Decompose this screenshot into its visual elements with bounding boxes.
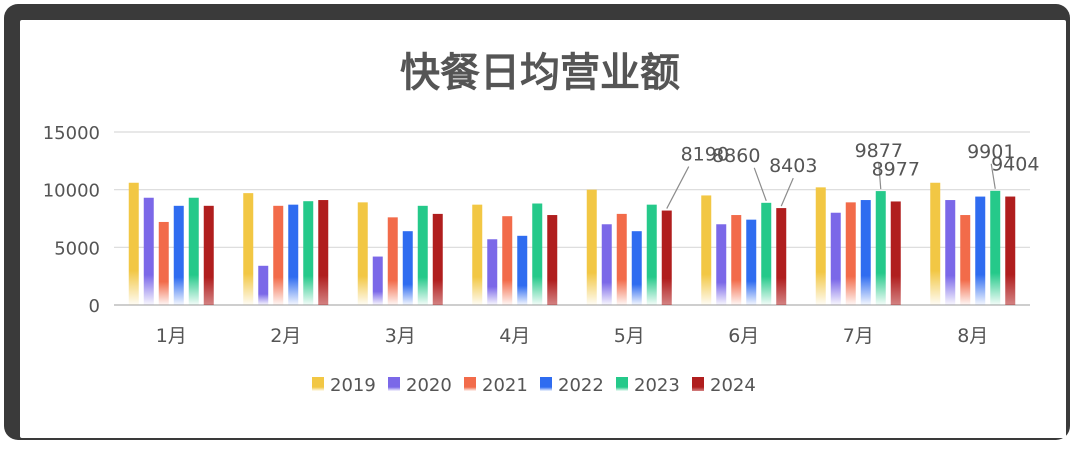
- y-tick-label: 15000: [43, 123, 100, 144]
- bar-2024-1月: [203, 205, 214, 305]
- bar-2019-7月: [815, 187, 826, 305]
- legend-swatch: [312, 377, 324, 391]
- bar-2020-8月: [945, 200, 956, 305]
- y-tick-label: 10000: [43, 181, 100, 202]
- bar-2024-4月: [547, 215, 558, 305]
- bar-chart: 快餐日均营业额 0 5000 10000 15000 1月 2月 3月 4月 5月 6月 7月 8月…: [43, 50, 1040, 396]
- bar-2024-3月: [432, 213, 443, 305]
- bars: [128, 182, 1016, 305]
- legend-label: 2019: [330, 375, 376, 396]
- bar-2023-4月: [532, 203, 543, 305]
- bar-2022-6月: [746, 219, 757, 305]
- x-tick-label: 8月: [957, 325, 988, 347]
- legend-label: 2020: [406, 375, 452, 396]
- data-label: 8977: [872, 158, 920, 180]
- bar-2022-5月: [631, 231, 642, 305]
- bar-2022-4月: [517, 235, 528, 305]
- legend-swatch: [388, 377, 400, 391]
- bar-2021-6月: [731, 215, 742, 305]
- bar-2021-1月: [158, 221, 169, 305]
- bar-2023-2月: [303, 201, 314, 305]
- bar-2020-5月: [601, 224, 612, 305]
- chart-title: 快餐日均营业额: [400, 50, 680, 96]
- bar-2023-7月: [875, 191, 886, 305]
- x-tick-label: 2月: [270, 325, 301, 347]
- bar-2019-1月: [128, 182, 139, 305]
- bar-2021-3月: [387, 217, 398, 305]
- bar-2024-2月: [318, 200, 329, 305]
- bar-2020-6月: [716, 224, 727, 305]
- bar-2023-3月: [417, 205, 428, 305]
- bar-2019-6月: [701, 195, 712, 305]
- leader-line: [780, 177, 794, 207]
- bar-2023-8月: [990, 190, 1001, 305]
- bar-2022-1月: [173, 205, 184, 305]
- data-label: 8860: [712, 145, 760, 167]
- bar-2021-4月: [502, 216, 513, 305]
- data-label: 8190: [681, 144, 729, 166]
- bar-2021-2月: [273, 205, 284, 305]
- bar-2024-5月: [661, 210, 672, 305]
- x-tick-label: 7月: [843, 325, 874, 347]
- data-label: 8403: [769, 155, 817, 177]
- x-tick-label: 5月: [614, 325, 645, 347]
- bar-2019-8月: [930, 182, 941, 305]
- bar-2021-7月: [845, 202, 856, 305]
- x-axis-ticks: 1月 2月 3月 4月 5月 6月 7月 8月: [156, 325, 989, 347]
- bar-2021-8月: [960, 215, 971, 305]
- bar-2022-3月: [402, 231, 413, 305]
- y-tick-label: 0: [89, 296, 100, 317]
- bar-2023-5月: [646, 204, 657, 305]
- bar-2022-2月: [288, 204, 299, 305]
- x-tick-label: 1月: [156, 325, 187, 347]
- legend-label: 2024: [710, 375, 756, 396]
- bar-2024-7月: [890, 201, 901, 305]
- y-tick-label: 5000: [54, 238, 100, 259]
- y-axis-ticks: 0 5000 10000 15000: [43, 123, 100, 317]
- legend-label: 2021: [482, 375, 528, 396]
- bar-2023-6月: [761, 202, 772, 305]
- leader-line: [878, 163, 882, 190]
- bar-2022-8月: [975, 196, 986, 305]
- x-tick-label: 4月: [499, 325, 530, 347]
- chart-frame: 快餐日均营业额 0 5000 10000 15000 1月 2月 3月 4月 5月 6月 7月 8月…: [4, 4, 1070, 440]
- data-label: 9901: [967, 141, 1015, 163]
- data-label: 9404: [991, 154, 1039, 176]
- bar-2020-4月: [487, 239, 498, 305]
- leader-line: [753, 167, 767, 202]
- x-tick-label: 6月: [728, 325, 759, 347]
- bar-2024-6月: [776, 208, 787, 305]
- bar-2021-5月: [616, 213, 627, 305]
- bar-2019-2月: [243, 193, 254, 305]
- bar-2020-7月: [830, 212, 841, 305]
- legend-label: 2023: [634, 375, 680, 396]
- bar-2019-4月: [472, 204, 483, 305]
- legend: 2019 2020 2021 2022 2023 2024: [312, 375, 756, 396]
- bar-2020-2月: [258, 265, 269, 305]
- legend-swatch: [692, 377, 704, 391]
- bar-2019-3月: [357, 202, 368, 305]
- legend-swatch: [464, 377, 476, 391]
- bar-2022-7月: [860, 200, 871, 305]
- bar-2020-3月: [372, 256, 383, 305]
- data-label: 9877: [855, 140, 903, 162]
- legend-swatch: [540, 377, 552, 391]
- legend-label: 2022: [558, 375, 604, 396]
- leader-line: [990, 163, 996, 189]
- bar-2024-8月: [1005, 196, 1016, 305]
- leader-line: [666, 166, 690, 209]
- chart-canvas: 快餐日均营业额 0 5000 10000 15000 1月 2月 3月 4月 5月 6月 7月 8月…: [20, 20, 1066, 438]
- bar-2019-5月: [586, 189, 597, 305]
- bar-2023-1月: [188, 197, 199, 305]
- x-tick-label: 3月: [385, 325, 416, 347]
- bar-2020-1月: [143, 197, 154, 305]
- legend-swatch: [616, 377, 628, 391]
